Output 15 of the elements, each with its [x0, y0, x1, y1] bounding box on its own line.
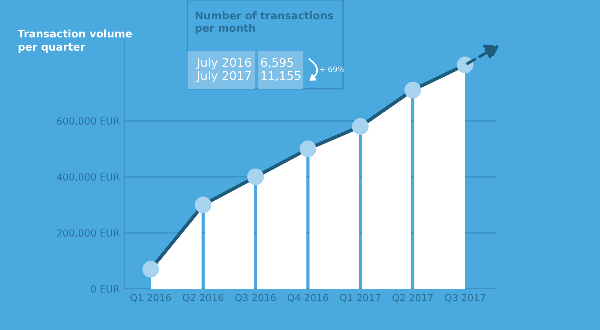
y-tick-label: 400,000 EUR — [57, 174, 120, 182]
x-tick-label: Q4 2016 — [288, 294, 328, 303]
chart-title: Transaction volume per quarter — [18, 30, 132, 54]
x-tick-label: Q3 2016 — [235, 294, 276, 303]
x-tick-label: Q2 2017 — [392, 294, 433, 303]
y-tick-label: 200,000 EUR — [57, 230, 120, 238]
text: Number of transactions per month — [196, 12, 334, 34]
x-tick-label: Q1 2017 — [340, 294, 381, 303]
annotation: July 2016 July 2017 — [196, 58, 252, 83]
y-tick-label: 0 EUR — [91, 286, 120, 293]
x-tick-label: Q3 2017 — [445, 294, 486, 303]
x-tick-label: Q2 2016 — [183, 294, 224, 303]
x-tick-label: Q1 2016 — [130, 294, 172, 303]
annotation: 6,595 11,155 — [261, 58, 301, 82]
y-tick-label: 600,000 EUR — [57, 118, 120, 126]
